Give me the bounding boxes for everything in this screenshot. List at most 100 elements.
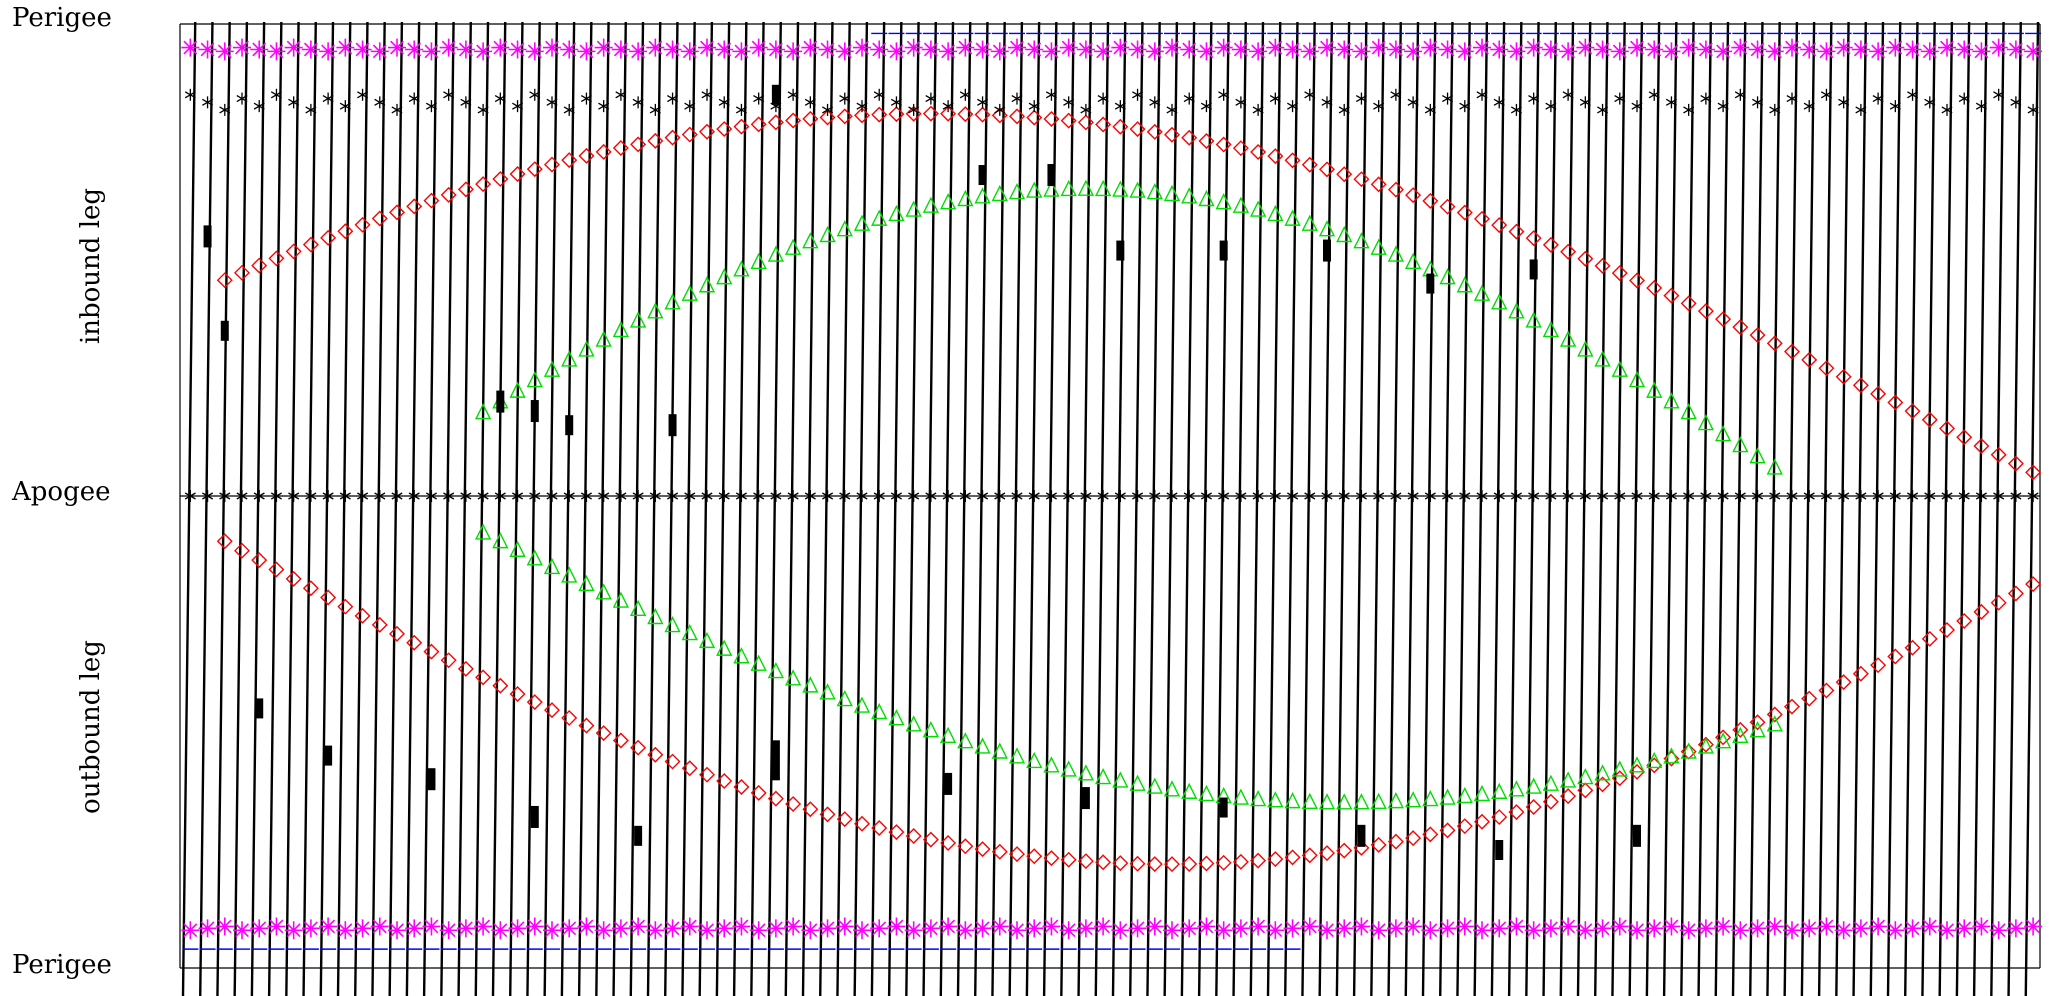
- asterisk-point: [270, 88, 282, 101]
- triangle-point: [1663, 747, 1680, 764]
- star-stroke: [1578, 923, 1593, 938]
- asterisk-point: [1321, 96, 1333, 109]
- asterisk-point: [977, 490, 989, 502]
- asterisk-point: [1924, 490, 1936, 502]
- pass-track: [1146, 21, 1161, 996]
- triangle-point: [1542, 320, 1560, 338]
- star-stroke: [1526, 40, 1541, 55]
- triangle-point: [647, 302, 664, 319]
- diamond-point: [1560, 788, 1577, 805]
- asterisk-stroke: [942, 102, 954, 110]
- asterisk-point: [701, 88, 713, 101]
- star-point: [1059, 38, 1078, 57]
- bar-segment: [220, 320, 229, 341]
- asterisk-stroke: [1080, 492, 1092, 500]
- asterisk-stroke: [753, 95, 765, 103]
- star-point: [715, 919, 734, 938]
- asterisk-stroke: [339, 492, 351, 500]
- diamond-point: [1542, 793, 1559, 810]
- star-point: [1679, 921, 1698, 940]
- star-stroke: [1578, 40, 1593, 55]
- diamond-point: [871, 820, 888, 837]
- star-stroke: [717, 921, 732, 936]
- pass-track: [577, 21, 593, 996]
- bar-segment: [1357, 824, 1366, 847]
- star-stroke: [545, 923, 559, 938]
- diamond-point: [1112, 118, 1129, 135]
- diamond-point: [1835, 674, 1852, 691]
- asterisk-point: [1287, 490, 1299, 502]
- diamond-point: [509, 686, 526, 703]
- asterisk-point: [288, 490, 300, 502]
- diamond-point: [750, 784, 767, 801]
- diamond-point: [1026, 109, 1043, 126]
- asterisk-stroke: [563, 492, 575, 500]
- triangle-point: [716, 268, 733, 285]
- diamond-point: [991, 843, 1008, 860]
- diamond-point: [836, 108, 853, 125]
- asterisk-point: [322, 92, 334, 105]
- triangle-point: [991, 742, 1008, 759]
- diamond-point: [716, 121, 733, 138]
- pass-track: [870, 21, 886, 996]
- asterisk-point: [1993, 490, 2005, 502]
- pass-track: [474, 21, 490, 996]
- diamond-point: [1939, 420, 1955, 437]
- triangle-point: [939, 193, 957, 210]
- diamond-point: [1353, 171, 1370, 188]
- star-point: [1645, 919, 1664, 938]
- diamond-point: [1939, 621, 1955, 638]
- star-point: [1421, 38, 1440, 57]
- asterisk-stroke: [322, 95, 334, 103]
- triangle-point: [991, 184, 1008, 202]
- asterisk-stroke: [322, 492, 334, 500]
- triangle-point: [1198, 189, 1215, 207]
- asterisk-point: [1769, 490, 1781, 502]
- star-point: [1576, 38, 1595, 57]
- triangle-point: [1249, 200, 1267, 217]
- diamond-point: [492, 677, 509, 694]
- bar-segment: [668, 414, 677, 437]
- star-stroke: [803, 923, 818, 938]
- pass-track: [698, 21, 714, 996]
- triangle-point: [1714, 732, 1732, 749]
- diamond-point: [509, 165, 526, 182]
- diamond-point: [475, 669, 492, 686]
- asterisk-point: [753, 490, 765, 502]
- asterisk-stroke: [701, 492, 713, 500]
- asterisk-point: [1838, 490, 1850, 502]
- asterisk-point: [1528, 92, 1540, 105]
- triangle-point: [1766, 458, 1783, 475]
- asterisk-stroke: [1975, 102, 1987, 110]
- pass-track: [1886, 21, 1902, 996]
- asterisk-stroke: [357, 492, 369, 500]
- asterisk-point: [1424, 103, 1436, 116]
- star-point: [2006, 919, 2025, 938]
- star-stroke: [303, 921, 318, 936]
- star-point: [715, 40, 734, 59]
- star-point: [1145, 42, 1164, 61]
- asterisk-point: [1700, 490, 1712, 502]
- pass-track: [319, 21, 335, 996]
- star-point: [1869, 917, 1888, 936]
- star-point: [766, 40, 785, 59]
- triangle-point: [1646, 381, 1663, 398]
- asterisk-point: [1132, 88, 1144, 101]
- asterisk-point: [615, 490, 627, 502]
- star-point: [1593, 919, 1612, 938]
- bar-segment: [1529, 259, 1538, 280]
- asterisk-stroke: [1545, 102, 1557, 110]
- star-stroke: [1423, 923, 1438, 938]
- asterisk-stroke: [1510, 106, 1522, 114]
- star-point: [990, 917, 1009, 936]
- asterisk-point: [1889, 490, 1901, 502]
- triangle-point: [1060, 760, 1077, 777]
- star-point: [2024, 917, 2043, 936]
- asterisk-point: [1614, 490, 1626, 502]
- star-stroke: [768, 42, 783, 57]
- star-stroke: [1664, 919, 1679, 934]
- star-stroke: [803, 40, 818, 55]
- star-stroke: [1457, 919, 1472, 934]
- asterisk-stroke: [184, 492, 196, 500]
- diamond-point: [526, 161, 543, 178]
